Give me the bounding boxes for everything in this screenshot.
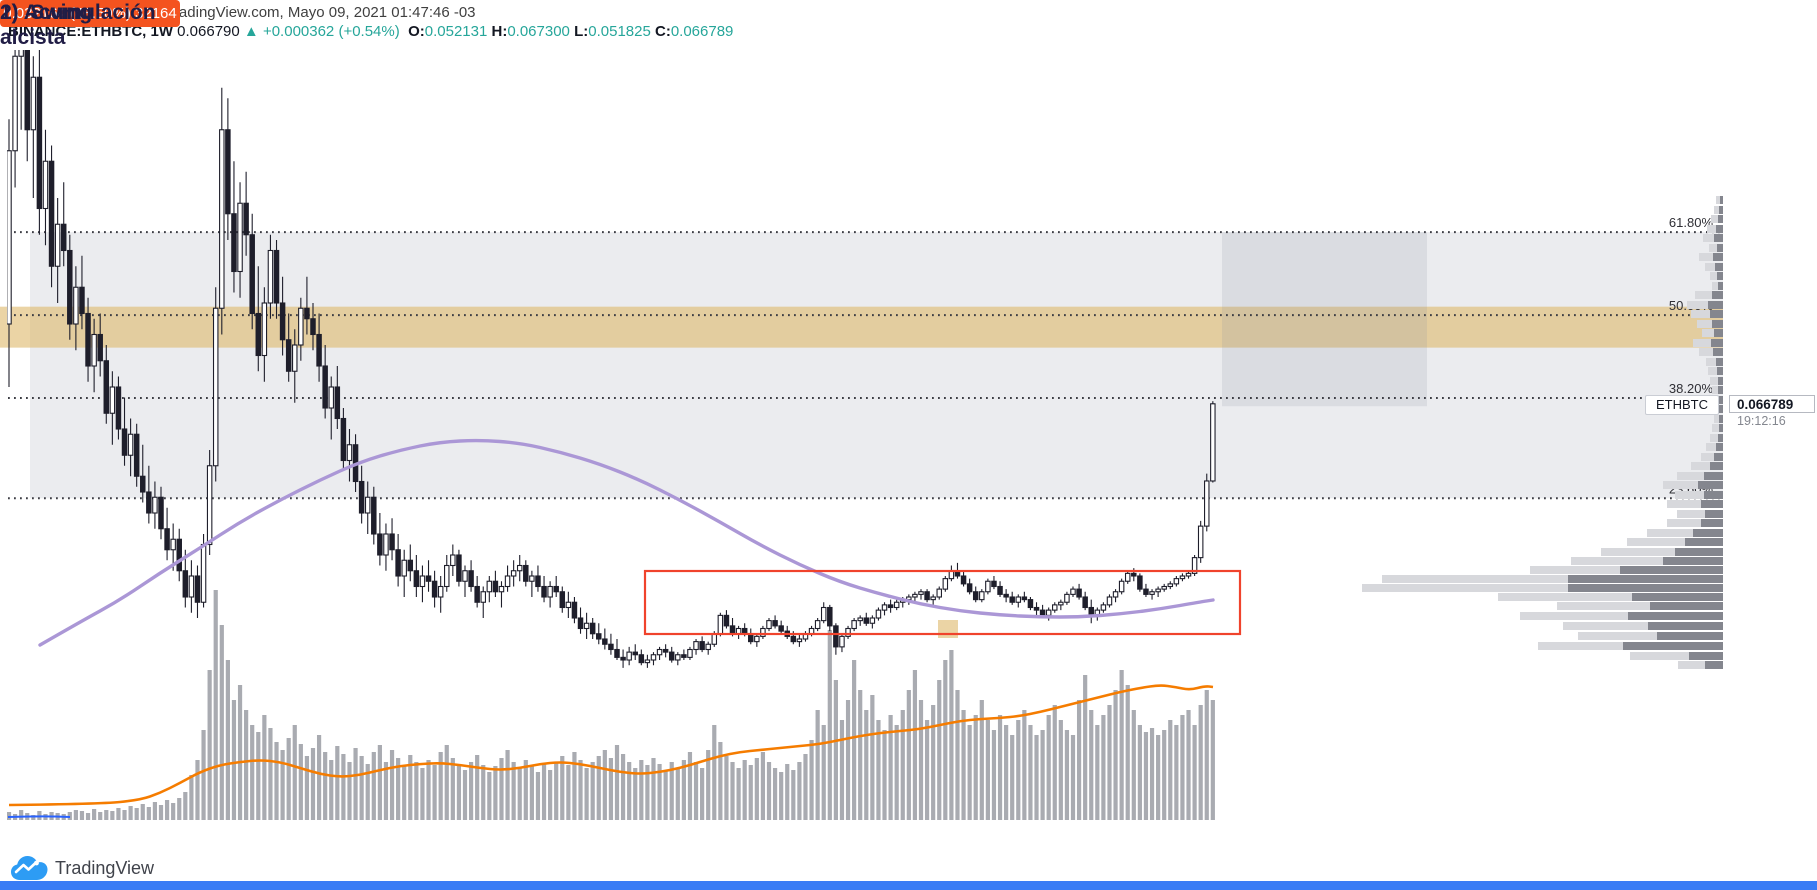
fib-retracement-bands[interactable]: [0, 232, 1723, 499]
symbol-legend[interactable]: BINANCE:ETHBTC, 1W 0.066790 ▲ +0.000362 …: [8, 23, 733, 40]
open-label: O:: [408, 23, 425, 40]
annotation-acumulacion[interactable]: 1) Acumulación: [0, 1, 156, 24]
last-price-value: 0.066790: [177, 23, 240, 40]
volume-histogram: [7, 590, 1215, 820]
publish-info: btcarg-at publicado en TradingView.com, …: [8, 4, 476, 21]
change-arrow-icon: ▲: [243, 23, 259, 40]
symbol-price-pill: ETHBTC: [1645, 395, 1719, 415]
annotation-swing-alcista[interactable]: 2) Swing alcista: [0, 1, 93, 49]
bar-countdown: 19:12:16: [1737, 414, 1786, 428]
brand-name: TradingView: [55, 857, 155, 878]
high-value: 0.067300: [507, 23, 570, 40]
volume-profile: [1362, 196, 1723, 669]
purple-ma-line: [38, 438, 1215, 647]
volume-ma-blue-line: [7, 815, 71, 818]
fib-level-label: 38.20%: [1669, 381, 1714, 396]
highlight-patch[interactable]: [938, 620, 958, 638]
close-label: C:: [655, 23, 671, 40]
symbol-title[interactable]: BINANCE:ETHBTC, 1W: [8, 23, 173, 40]
measure-tool-label[interactable]: 0.032164 (48.50%) 32164: [0, 0, 180, 27]
close-value: 0.066789: [670, 23, 734, 40]
high-label: H:: [491, 23, 508, 40]
price-change: +0.000362 (+0.54%): [262, 23, 400, 40]
open-value: 0.052131: [424, 23, 488, 40]
measure-tool-box[interactable]: [1222, 232, 1427, 407]
candlestick-series: [7, 50, 1216, 668]
publish-text: publicado en TradingView.com, Mayo 09, 2…: [72, 4, 476, 21]
low-value: 0.051825: [588, 23, 651, 40]
tradingview-cloud-icon: [11, 856, 48, 880]
bottom-accent-bar: [0, 881, 1817, 890]
volume-ma-line: [8, 684, 1214, 807]
accumulation-rectangle[interactable]: [643, 569, 1242, 636]
tradingview-logo[interactable]: TradingView: [10, 855, 154, 881]
last-price-axis-label: 0.066789: [1729, 395, 1815, 413]
low-label: L:: [574, 23, 589, 40]
fib-level-label: 61.80%: [1669, 215, 1714, 230]
